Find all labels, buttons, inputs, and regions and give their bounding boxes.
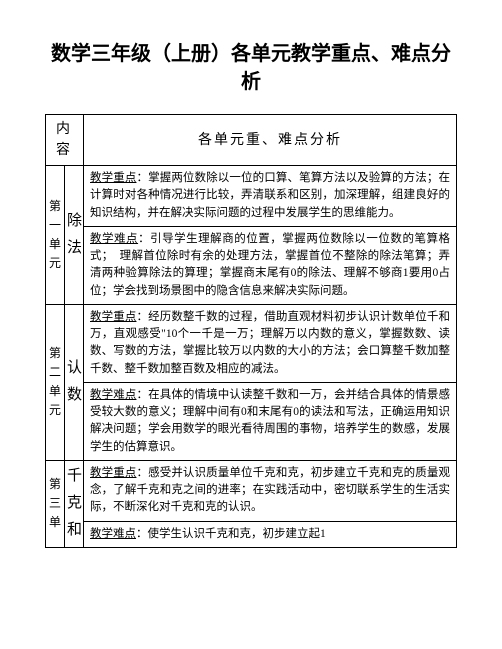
page-title: 数学三年级（上册）各单元教学重点、难点分析 <box>45 40 457 96</box>
difficulty-text: ：使学生认识千克和克，初步建立起1 <box>136 528 326 540</box>
keypoint-cell: 教学重点：感受并认识质量单位千克和克，初步建立千克和克的质量观念，了解千克和克之… <box>84 460 457 521</box>
name-cell: 除法 <box>65 166 84 305</box>
keypoint-cell: 教学重点：经历数整千数的过程，借助直观材料初步认识计数单位千和万，直观感受"10… <box>84 304 457 382</box>
keypoint-text: ：感受并认识质量单位千克和克，初步建立千克和克的质量观念，了解千克和克之间的进率… <box>90 467 450 514</box>
difficulty-label: 教学难点 <box>90 233 138 245</box>
table-row: 教学难点：引导学生理解商的位置，掌握两位数除以一位数的笔算格式； 理解首位除时有… <box>46 226 457 304</box>
keypoint-label: 教学重点 <box>90 467 136 479</box>
unit-cell: 第三单 <box>46 460 65 547</box>
unit-cell: 第一单元 <box>46 166 65 305</box>
difficulty-text: ：在具体的情境中认读整千数和一万，会并结合具体的情景感受较大数的意义；理解中间有… <box>90 389 450 453</box>
header-content-col: 内 容 <box>46 115 84 166</box>
keypoint-text: ：掌握两位数除以一位的口算、笔算方法以及验算的方法；在计算时对各种情况进行比较，… <box>90 172 450 219</box>
table-row: 教学难点：在具体的情境中认读整千数和一万，会并结合具体的情景感受较大数的意义；理… <box>46 382 457 460</box>
name-cell: 认数 <box>65 304 84 460</box>
name-cell: 千克和 <box>65 460 84 547</box>
header-analysis-col: 各单元重、难点分析 <box>84 115 457 166</box>
difficulty-cell: 教学难点：引导学生理解商的位置，掌握两位数除以一位数的笔算格式； 理解首位除时有… <box>84 226 457 304</box>
table-header-row: 内 容 各单元重、难点分析 <box>46 115 457 166</box>
table-row: 第二单元 认数 教学重点：经历数整千数的过程，借助直观材料初步认识计数单位千和万… <box>46 304 457 382</box>
difficulty-cell: 教学难点：使学生认识千克和克，初步建立起1 <box>84 521 457 547</box>
difficulty-cell: 教学难点：在具体的情境中认读整千数和一万，会并结合具体的情景感受较大数的意义；理… <box>84 382 457 460</box>
table-row: 第一单元 除法 教学重点：掌握两位数除以一位的口算、笔算方法以及验算的方法；在计… <box>46 166 457 227</box>
unit-cell: 第二单元 <box>46 304 65 460</box>
table-row: 第三单 千克和 教学重点：感受并认识质量单位千克和克，初步建立千克和克的质量观念… <box>46 460 457 521</box>
keypoint-label: 教学重点 <box>90 172 136 184</box>
difficulty-label: 教学难点 <box>90 389 136 401</box>
table-row: 教学难点：使学生认识千克和克，初步建立起1 <box>46 521 457 547</box>
keypoint-text: ：经历数整千数的过程，借助直观材料初步认识计数单位千和万，直观感受"10个一千是… <box>90 311 450 375</box>
difficulty-text: ：引导学生理解商的位置，掌握两位数除以一位数的笔算格式； 理解首位除时有余的处理… <box>90 233 450 297</box>
keypoint-cell: 教学重点：掌握两位数除以一位的口算、笔算方法以及验算的方法；在计算时对各种情况进… <box>84 166 457 227</box>
content-table: 内 容 各单元重、难点分析 第一单元 除法 教学重点：掌握两位数除以一位的口算、… <box>45 114 457 548</box>
keypoint-label: 教学重点 <box>90 311 136 323</box>
difficulty-label: 教学难点 <box>90 528 136 540</box>
